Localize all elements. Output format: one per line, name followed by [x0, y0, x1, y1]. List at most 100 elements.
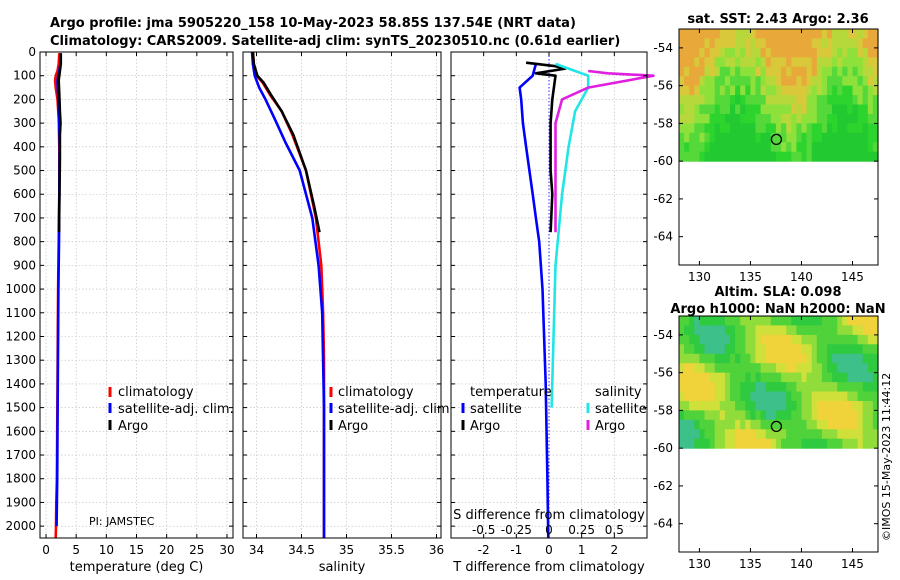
heatmap-cell	[730, 410, 736, 421]
heatmap-cell	[694, 429, 700, 440]
heatmap-cell	[750, 401, 757, 411]
heatmap-cell	[867, 132, 874, 143]
heatmap-cell	[740, 132, 746, 143]
y-tick-label: 1200	[5, 329, 36, 343]
difference-legend: temperature satellite Argo salinity sate…	[461, 385, 647, 434]
heatmap-cell	[750, 325, 757, 336]
heatmap-cell	[806, 38, 813, 49]
heatmap-cell	[816, 382, 823, 393]
y-tick-label: 1500	[5, 401, 36, 415]
heatmap-cell	[704, 47, 711, 58]
heatmap-cell	[745, 325, 751, 336]
heatmap-cell	[679, 334, 685, 345]
heatmap-cell	[837, 57, 843, 68]
heatmap-cell	[801, 438, 808, 449]
heatmap-cell	[857, 114, 864, 124]
heatmap-cell	[775, 29, 782, 39]
heatmap-cell	[765, 76, 772, 87]
heatmap-cell	[791, 66, 797, 77]
s-difference-xlabel: S difference from climatology	[453, 508, 645, 523]
heatmap-cell	[709, 391, 716, 402]
x-tick-label: 0	[545, 543, 553, 557]
heatmap-cell	[745, 316, 751, 326]
heatmap-cell	[735, 104, 741, 115]
heatmap-cell	[775, 382, 782, 393]
heatmap-cell	[791, 353, 797, 364]
heatmap-cell	[714, 29, 721, 39]
sla-title-2: Argo h1000: NaN h2000: NaN	[670, 302, 885, 317]
heatmap-cell	[852, 104, 859, 115]
heatmap-cell	[770, 123, 777, 134]
heatmap-cell	[760, 344, 767, 355]
heatmap-cell	[842, 334, 848, 345]
heatmap-cell	[786, 29, 792, 39]
heatmap-cell	[842, 382, 848, 393]
heatmap-cell	[867, 429, 874, 440]
heatmap-cell	[755, 334, 762, 345]
heatmap-cell	[816, 151, 823, 162]
heatmap-cell	[842, 114, 848, 124]
heatmap-cell	[857, 419, 864, 430]
heatmap-cell	[704, 316, 711, 326]
heatmap-cell	[842, 353, 848, 364]
heatmap-cell	[801, 363, 808, 374]
heatmap-cell	[837, 66, 843, 77]
heatmap-cell	[765, 123, 772, 134]
heatmap-cell	[842, 391, 848, 402]
heatmap-cell	[689, 57, 695, 68]
heatmap-cell	[781, 104, 787, 115]
heatmap-cell	[821, 66, 828, 77]
heatmap-cell	[750, 316, 757, 326]
heatmap-cell	[811, 114, 818, 124]
heatmap-cell	[827, 401, 833, 411]
heatmap-cell	[786, 57, 792, 68]
heatmap-cell	[740, 151, 746, 162]
heatmap-cell	[760, 372, 767, 383]
heatmap-cell	[684, 316, 690, 326]
heatmap-cell	[760, 391, 767, 402]
heatmap-cell	[816, 85, 823, 96]
heatmap-cell	[740, 76, 746, 87]
y-tick-label: 600	[13, 187, 36, 201]
heatmap-cell	[689, 344, 695, 355]
heatmap-cell	[811, 38, 818, 49]
heatmap-cell	[694, 419, 700, 430]
heatmap-cell	[781, 401, 787, 411]
heatmap-cell	[842, 419, 848, 430]
heatmap-cell	[837, 382, 843, 393]
heatmap-cell	[872, 114, 879, 124]
heatmap-cell	[872, 353, 879, 364]
heatmap-cell	[811, 85, 818, 96]
heatmap-cell	[719, 104, 726, 115]
heatmap-cell	[816, 47, 823, 58]
heatmap-cell	[755, 76, 762, 87]
heatmap-cell	[735, 29, 741, 39]
heatmap-cell	[786, 132, 792, 143]
heatmap-cell	[811, 95, 818, 106]
heatmap-cell	[872, 142, 879, 153]
heatmap-cell	[801, 104, 808, 115]
heatmap-cell	[827, 114, 833, 124]
heatmap-cell	[740, 142, 746, 153]
heatmap-cell	[852, 132, 859, 143]
heatmap-cell	[821, 382, 828, 393]
heatmap-cell	[724, 95, 731, 106]
heatmap-cell	[821, 142, 828, 153]
heatmap-cell	[832, 29, 838, 39]
heatmap-cell	[852, 429, 859, 440]
heatmap-cell	[714, 104, 721, 115]
heatmap-cell	[857, 123, 864, 134]
heatmap-cell	[806, 66, 813, 77]
heatmap-cell	[786, 363, 792, 374]
heatmap-cell	[791, 334, 797, 345]
heatmap-cell	[821, 47, 828, 58]
heatmap-cell	[689, 410, 695, 421]
heatmap-cell	[714, 334, 721, 345]
heatmap-cell	[842, 410, 848, 421]
heatmap-cell	[770, 419, 777, 430]
heatmap-cell	[735, 123, 741, 134]
heatmap-cell	[806, 325, 813, 336]
heatmap-cell	[867, 47, 874, 58]
heatmap-cell	[755, 344, 762, 355]
heatmap-cell	[857, 382, 864, 393]
